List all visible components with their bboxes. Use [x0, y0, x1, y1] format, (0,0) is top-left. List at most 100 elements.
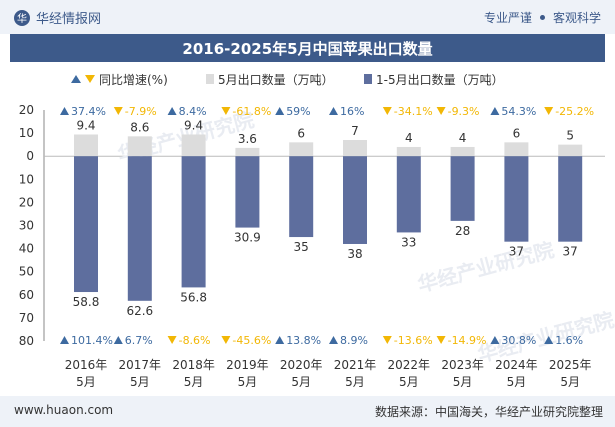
y-tick-label: 50: [19, 265, 34, 279]
bar-may-value-label: 7: [351, 124, 359, 138]
x-tick-label-year: 2025年: [549, 358, 592, 372]
bar-ytd-export: [181, 156, 206, 288]
bar-may-value-label: 3.6: [238, 132, 257, 146]
bar-may-export: [74, 134, 98, 157]
bar-ytd-value-label: 56.8: [180, 290, 207, 304]
x-tick-label-month: 5月: [399, 375, 419, 389]
x-tick-label-year: 2020年: [280, 358, 323, 372]
growth-up-icon: [275, 336, 285, 344]
header-tags: 专业严谨 客观科学: [484, 9, 601, 26]
bar-may-export: [235, 147, 260, 157]
x-tick-label-year: 2021年: [334, 358, 377, 372]
growth-ytd-label: 13.8%: [286, 334, 321, 347]
bar-ytd-value-label: 28: [455, 224, 470, 238]
growth-may-label: -61.8%: [232, 105, 271, 118]
bar-may-export: [289, 142, 314, 157]
growth-ytd-label: -13.6%: [394, 334, 433, 347]
bar-may-value-label: 4: [405, 131, 413, 145]
bar-ytd-export: [235, 156, 260, 228]
bar-may-export: [127, 136, 152, 157]
bar-may-export: [558, 144, 583, 157]
y-tick-label: 60: [19, 288, 34, 302]
legend-ytd-swatch: [364, 74, 372, 84]
growth-may-label: 54.3%: [501, 105, 536, 118]
legend-ytd-label: 1-5月出口数量（万吨）: [376, 72, 504, 87]
growth-up-icon: [490, 336, 500, 344]
bar-ytd-export: [289, 156, 314, 238]
growth-ytd-label: 101.4%: [71, 334, 113, 347]
y-tick-label: 30: [19, 219, 34, 233]
y-tick-label: 80: [19, 334, 34, 348]
top-bar: 华 华经情报网 专业严谨 客观科学: [0, 0, 615, 34]
growth-may-label: 16%: [340, 105, 364, 118]
x-tick-label-year: 2016年: [65, 358, 108, 372]
growth-may-label: -34.1%: [394, 105, 433, 118]
bar-ytd-export: [127, 156, 152, 301]
legend-may-label: 5月出口数量（万吨）: [218, 72, 334, 87]
growth-up-icon: [60, 336, 69, 344]
growth-down-icon: [167, 336, 177, 344]
y-tick-label: 10: [19, 172, 34, 186]
growth-down-icon: [382, 336, 392, 344]
bar-may-export: [181, 134, 206, 157]
growth-may-label: 59%: [286, 105, 310, 118]
growth-ytd-label: -8.6%: [179, 334, 211, 347]
growth-may-label: -25.2%: [555, 105, 594, 118]
x-tick-label-month: 5月: [76, 375, 96, 389]
bar-may-export: [450, 146, 475, 157]
y-tick-label: 20: [19, 195, 34, 209]
bar-ytd-export: [396, 156, 421, 233]
growth-ytd-label: 1.6%: [555, 334, 583, 347]
brand: 华 华经情报网: [14, 8, 101, 27]
growth-may-label: -7.9%: [125, 105, 157, 118]
x-tick-label-year: 2018年: [172, 358, 215, 372]
bar-may-value-label: 4: [459, 131, 467, 145]
bar-ytd-value-label: 38: [347, 247, 362, 261]
x-tick-label-month: 5月: [560, 375, 580, 389]
growth-up-icon: [275, 107, 285, 115]
brand-logo-icon: 华: [14, 9, 30, 26]
growth-ytd-label: -14.9%: [448, 334, 487, 347]
bar-may-export: [504, 142, 529, 157]
growth-up-icon: [544, 336, 554, 344]
x-tick-label-month: 5月: [345, 375, 365, 389]
y-tick-label: 10: [19, 126, 34, 140]
chart-svg: 20 10 0 10 20 30 40 50 60 70 80 同比增速(%) 5月出口数量（万吨） 1-…: [19, 72, 615, 389]
legend-may-swatch: [206, 74, 214, 84]
x-tick-label-month: 5月: [184, 375, 204, 389]
bar-may-value-label: 6: [297, 126, 305, 140]
x-tick-label-month: 5月: [507, 375, 527, 389]
x-tick-label-year: 2022年: [388, 358, 431, 372]
x-tick-label-year: 2024年: [495, 358, 538, 372]
bar-ytd-value-label: 33: [401, 235, 416, 249]
growth-down-icon: [221, 336, 231, 344]
x-tick-label-year: 2017年: [119, 358, 162, 372]
bar-ytd-export: [450, 156, 475, 221]
growth-may-label: 37.4%: [71, 105, 106, 118]
bar-ytd-value-label: 30.9: [234, 231, 261, 245]
bar-ytd-value-label: 35: [294, 240, 309, 254]
tag-left: 专业严谨: [483, 11, 532, 25]
bar-ytd-export: [343, 156, 367, 244]
growth-ytd-label: 6.7%: [125, 334, 153, 347]
growth-ytd-label: -45.6%: [232, 334, 271, 347]
growth-down-icon: [382, 107, 392, 115]
x-tick-label-month: 5月: [291, 375, 311, 389]
y-tick-label: 40: [19, 242, 34, 256]
y-tick-label: 70: [19, 311, 34, 325]
growth-down-icon: [436, 336, 446, 344]
growth-ytd-label: 30.8%: [501, 334, 536, 347]
growth-may-label: 8.4%: [179, 105, 207, 118]
growth-up-icon: [329, 336, 338, 344]
growth-up-icon: [329, 107, 338, 115]
bar-may-value-label: 9.4: [76, 118, 95, 132]
legend-growth-label: 同比增速(%): [99, 73, 168, 87]
bar-ytd-value-label: 62.6: [126, 304, 153, 318]
growth-down-icon: [436, 107, 446, 115]
growth-ytd-label: 8.9%: [340, 334, 368, 347]
x-tick-label-month: 5月: [130, 375, 150, 389]
x-tick-label-year: 2023年: [441, 358, 484, 372]
chart-title: 2016-2025年5月中国苹果出口数量: [10, 34, 605, 62]
bar-may-export: [396, 146, 421, 157]
bar-may-export: [343, 140, 367, 157]
